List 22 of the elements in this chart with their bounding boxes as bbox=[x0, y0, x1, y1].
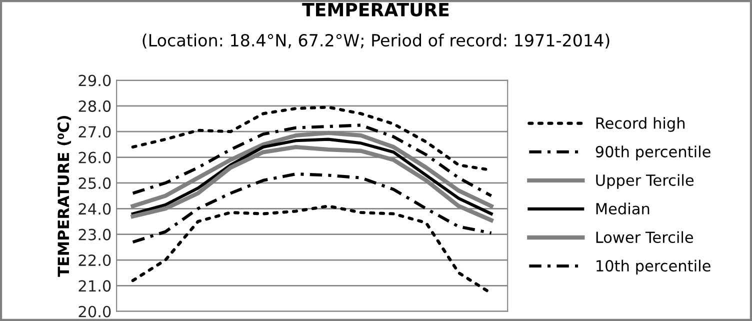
line-series bbox=[131, 138, 493, 216]
line-series bbox=[131, 124, 493, 198]
line-series bbox=[131, 172, 493, 244]
y-tick-label: 24.0 bbox=[78, 203, 111, 215]
y-tick-label: 28.0 bbox=[78, 100, 111, 112]
chart-subtitle: (Location: 18.4°N, 67.2°W; Period of record: 1971-2014) bbox=[142, 34, 610, 49]
y-tick-label: 27.0 bbox=[78, 126, 111, 138]
y-tick-label: 29.0 bbox=[78, 74, 111, 86]
legend-label: Upper Tercile bbox=[596, 174, 694, 189]
y-axis-title: TEMPERATURE (⁰C) bbox=[57, 116, 71, 277]
y-tick-label: 25.0 bbox=[78, 177, 111, 189]
legend-label: Record high bbox=[596, 117, 685, 132]
y-tick-label: 20.0 bbox=[78, 306, 111, 318]
y-tick-label: 23.0 bbox=[78, 228, 111, 240]
legend-label: Median bbox=[596, 202, 650, 215]
y-tick-label: 21.0 bbox=[78, 280, 111, 292]
legend-label: Lower Tercile bbox=[596, 231, 694, 244]
y-tick-label: 22.0 bbox=[78, 254, 111, 266]
chart-title: TEMPERATURE bbox=[302, 3, 449, 16]
legend-label: 10th percentile bbox=[596, 260, 710, 275]
y-tick-label: 26.0 bbox=[78, 152, 111, 164]
legend-label: 90th percentile bbox=[596, 146, 710, 160]
